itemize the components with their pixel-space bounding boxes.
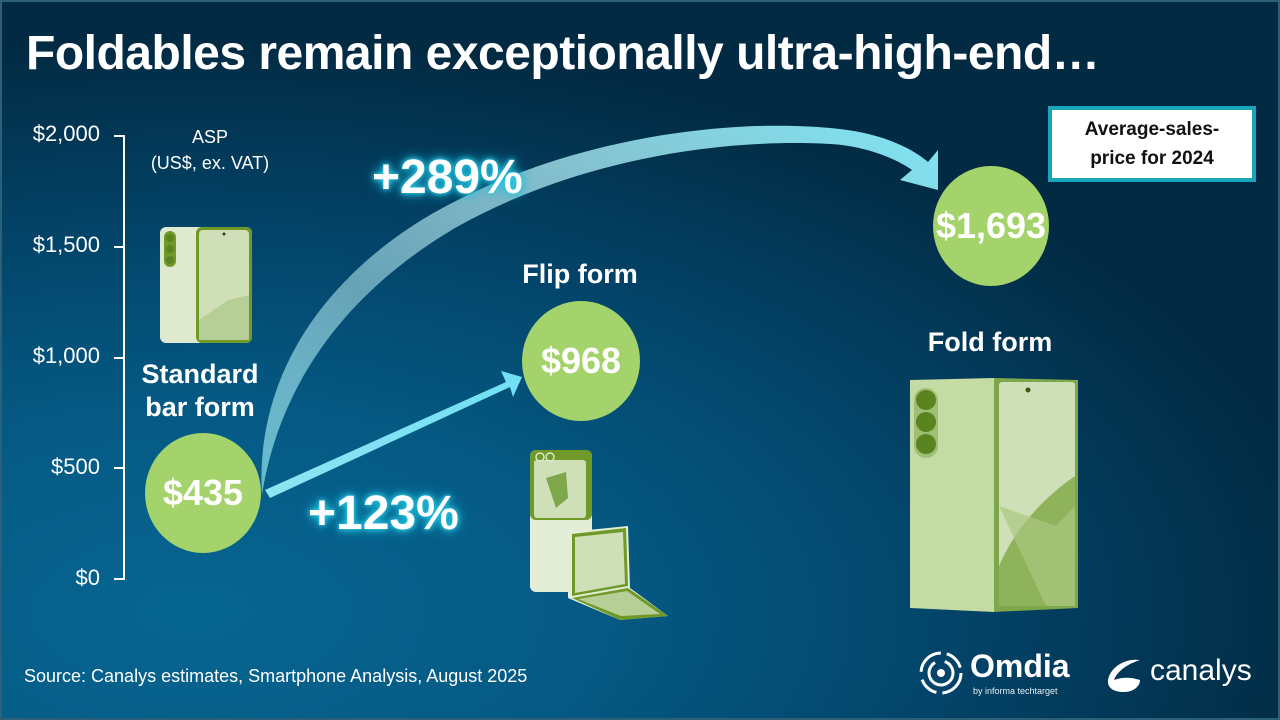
y-tick-label: $0: [75, 565, 100, 590]
y-axis: $2,000 $1,500 $1,000 $500 $0: [0, 0, 320, 720]
y-axis-title-line1: ASP: [191, 127, 229, 147]
fold-value-bubble: $1,693: [933, 166, 1049, 286]
y-axis-title-line2: (US$, ex. VAT): [150, 153, 270, 173]
standard-label-line2: bar form: [145, 392, 255, 422]
flip-category-label: Flip form: [522, 259, 638, 289]
y-axis-line: [123, 135, 125, 580]
standard-label-line1: Standard: [141, 359, 259, 389]
y-tick-label: $500: [51, 454, 100, 479]
legend-line2: price for 2024: [1090, 148, 1214, 169]
source-note: Source: Canalys estimates, Smartphone An…: [24, 666, 528, 686]
legend-line1: Average-sales-: [1084, 119, 1220, 140]
legend-box: Average-sales- price for 2024: [1048, 106, 1256, 182]
y-tick: [114, 578, 124, 580]
growth-label-fold: +289%: [372, 151, 523, 204]
canalys-logo-text: canalys: [1150, 654, 1252, 687]
omdia-logo-subtext: by informa techtarget: [973, 686, 1058, 696]
y-tick-label: $1,500: [32, 232, 100, 257]
standard-phone-image: [160, 227, 252, 343]
y-tick: [114, 246, 124, 248]
omdia-logo-icon: [919, 651, 963, 695]
canalys-logo-icon: [1107, 659, 1140, 692]
y-tick-label: $1,000: [32, 343, 100, 368]
y-tick: [114, 467, 124, 469]
fold-phone-image: [910, 378, 1078, 612]
standard-category-label: Standard bar form: [130, 358, 270, 424]
y-tick: [114, 357, 124, 359]
slide-title: Foldables remain exceptionally ultra-hig…: [26, 27, 1100, 80]
y-tick-label: $2,000: [32, 121, 100, 146]
growth-label-flip: +123%: [308, 487, 459, 540]
arc-arrow-to-fold: [261, 125, 938, 495]
flip-phone-image: [530, 450, 668, 620]
omdia-logo-text: Omdia: [970, 648, 1070, 684]
fold-category-label: Fold form: [927, 327, 1053, 357]
line-arrow-to-flip: [265, 371, 522, 498]
y-axis-title: ASP (US$, ex. VAT): [130, 124, 290, 176]
y-tick: [114, 135, 124, 137]
standard-value-bubble: $435: [145, 433, 261, 553]
flip-value-bubble: $968: [522, 301, 640, 421]
